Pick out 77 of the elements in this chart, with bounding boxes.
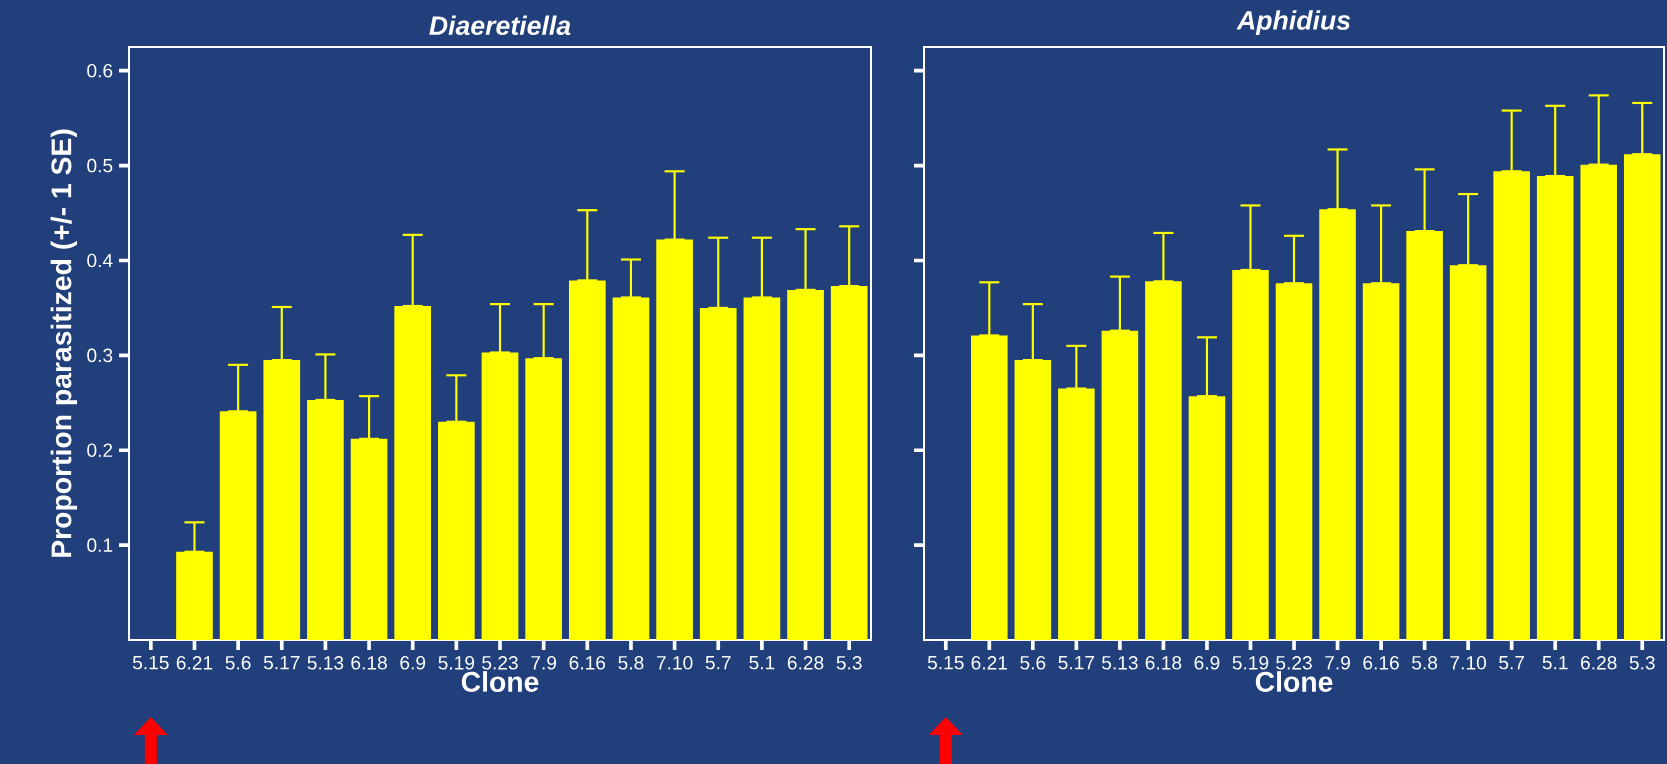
x-tick-label: 6.28 xyxy=(1581,656,1617,670)
x-tick-label: 6.21 xyxy=(971,656,1008,670)
bar xyxy=(1058,388,1095,640)
bar xyxy=(1101,330,1139,640)
x-tick-label: 6.16 xyxy=(569,656,606,670)
x-tick-label: 7.9 xyxy=(531,656,557,670)
x-tick-label: 5.13 xyxy=(1102,656,1138,670)
x-tick-label: 5.23 xyxy=(1276,656,1312,670)
bar xyxy=(971,335,1008,640)
bar xyxy=(1623,154,1661,640)
bar xyxy=(176,551,213,640)
x-tick-label: 7.10 xyxy=(656,656,693,670)
x-tick-label: 5.15 xyxy=(927,656,964,670)
y-axis-title: Proportion parasitized (+/- 1 SE) xyxy=(50,129,78,557)
bar xyxy=(1406,231,1443,640)
x-tick-label: 5.19 xyxy=(1232,656,1269,670)
bar xyxy=(438,421,475,640)
bar xyxy=(307,399,344,640)
bar xyxy=(219,411,257,640)
bar xyxy=(1536,176,1574,640)
x-tick-label: 5.8 xyxy=(1412,656,1438,670)
bar xyxy=(787,289,824,640)
x-tick-label: 5.7 xyxy=(1499,656,1525,670)
bar xyxy=(1319,209,1356,640)
x-tick-label: 7.10 xyxy=(1450,656,1487,670)
x-tick-label: 6.21 xyxy=(176,656,213,670)
y-tick-label: 0.2 xyxy=(87,443,113,458)
x-tick-label: 5.13 xyxy=(307,656,344,670)
bar xyxy=(568,280,606,640)
bar xyxy=(394,306,432,640)
x-tick-label: 5.17 xyxy=(1058,656,1095,670)
x-axis-title: Clone xyxy=(461,671,539,692)
x-tick-label: 6.18 xyxy=(351,656,387,670)
bar xyxy=(350,438,388,640)
x-tick-label: 6.16 xyxy=(1363,656,1399,670)
y-tick-label: 0.3 xyxy=(87,348,113,363)
bar xyxy=(830,286,868,640)
bar xyxy=(1014,360,1052,640)
x-tick-label: 5.17 xyxy=(263,656,300,670)
x-tick-label: 5.1 xyxy=(1542,656,1568,670)
x-tick-label: 6.9 xyxy=(1194,656,1220,670)
x-tick-label: 5.1 xyxy=(749,656,775,670)
x-tick-label: 5.3 xyxy=(836,656,862,670)
y-tick-label: 0.4 xyxy=(87,253,113,268)
bar xyxy=(699,307,737,640)
bar xyxy=(1188,396,1226,640)
x-tick-label: 5.3 xyxy=(1629,656,1655,670)
y-tick-label: 0.1 xyxy=(87,538,113,552)
x-tick-label: 5.7 xyxy=(705,656,731,670)
y-tick-label: 0.5 xyxy=(87,158,113,173)
y-tick-label: 0.6 xyxy=(87,63,113,78)
chart-title: Diaeretiella xyxy=(429,15,571,36)
x-tick-label: 5.6 xyxy=(1020,656,1046,670)
x-axis-title: Clone xyxy=(1255,671,1333,692)
bar xyxy=(1493,171,1530,640)
x-tick-label: 6.28 xyxy=(787,656,824,670)
bar xyxy=(656,239,693,640)
bar xyxy=(612,297,650,640)
bar xyxy=(525,358,562,640)
x-tick-label: 7.9 xyxy=(1325,656,1350,670)
bar xyxy=(1232,269,1269,640)
bar xyxy=(481,352,519,640)
bar xyxy=(1275,283,1313,640)
x-tick-label: 6.18 xyxy=(1145,656,1182,670)
chart-title: Aphidius xyxy=(1236,10,1351,36)
bar xyxy=(1449,265,1487,640)
x-tick-label: 6.9 xyxy=(400,656,426,670)
bar xyxy=(743,297,781,640)
bar xyxy=(1362,283,1400,640)
bar xyxy=(1145,281,1182,640)
x-tick-label: 5.15 xyxy=(132,656,169,670)
x-tick-label: 5.19 xyxy=(438,656,475,670)
x-tick-label: 5.23 xyxy=(482,656,518,670)
x-tick-label: 5.6 xyxy=(225,656,251,670)
x-tick-label: 5.8 xyxy=(618,656,644,670)
bar xyxy=(263,360,301,640)
bar xyxy=(1580,164,1617,640)
